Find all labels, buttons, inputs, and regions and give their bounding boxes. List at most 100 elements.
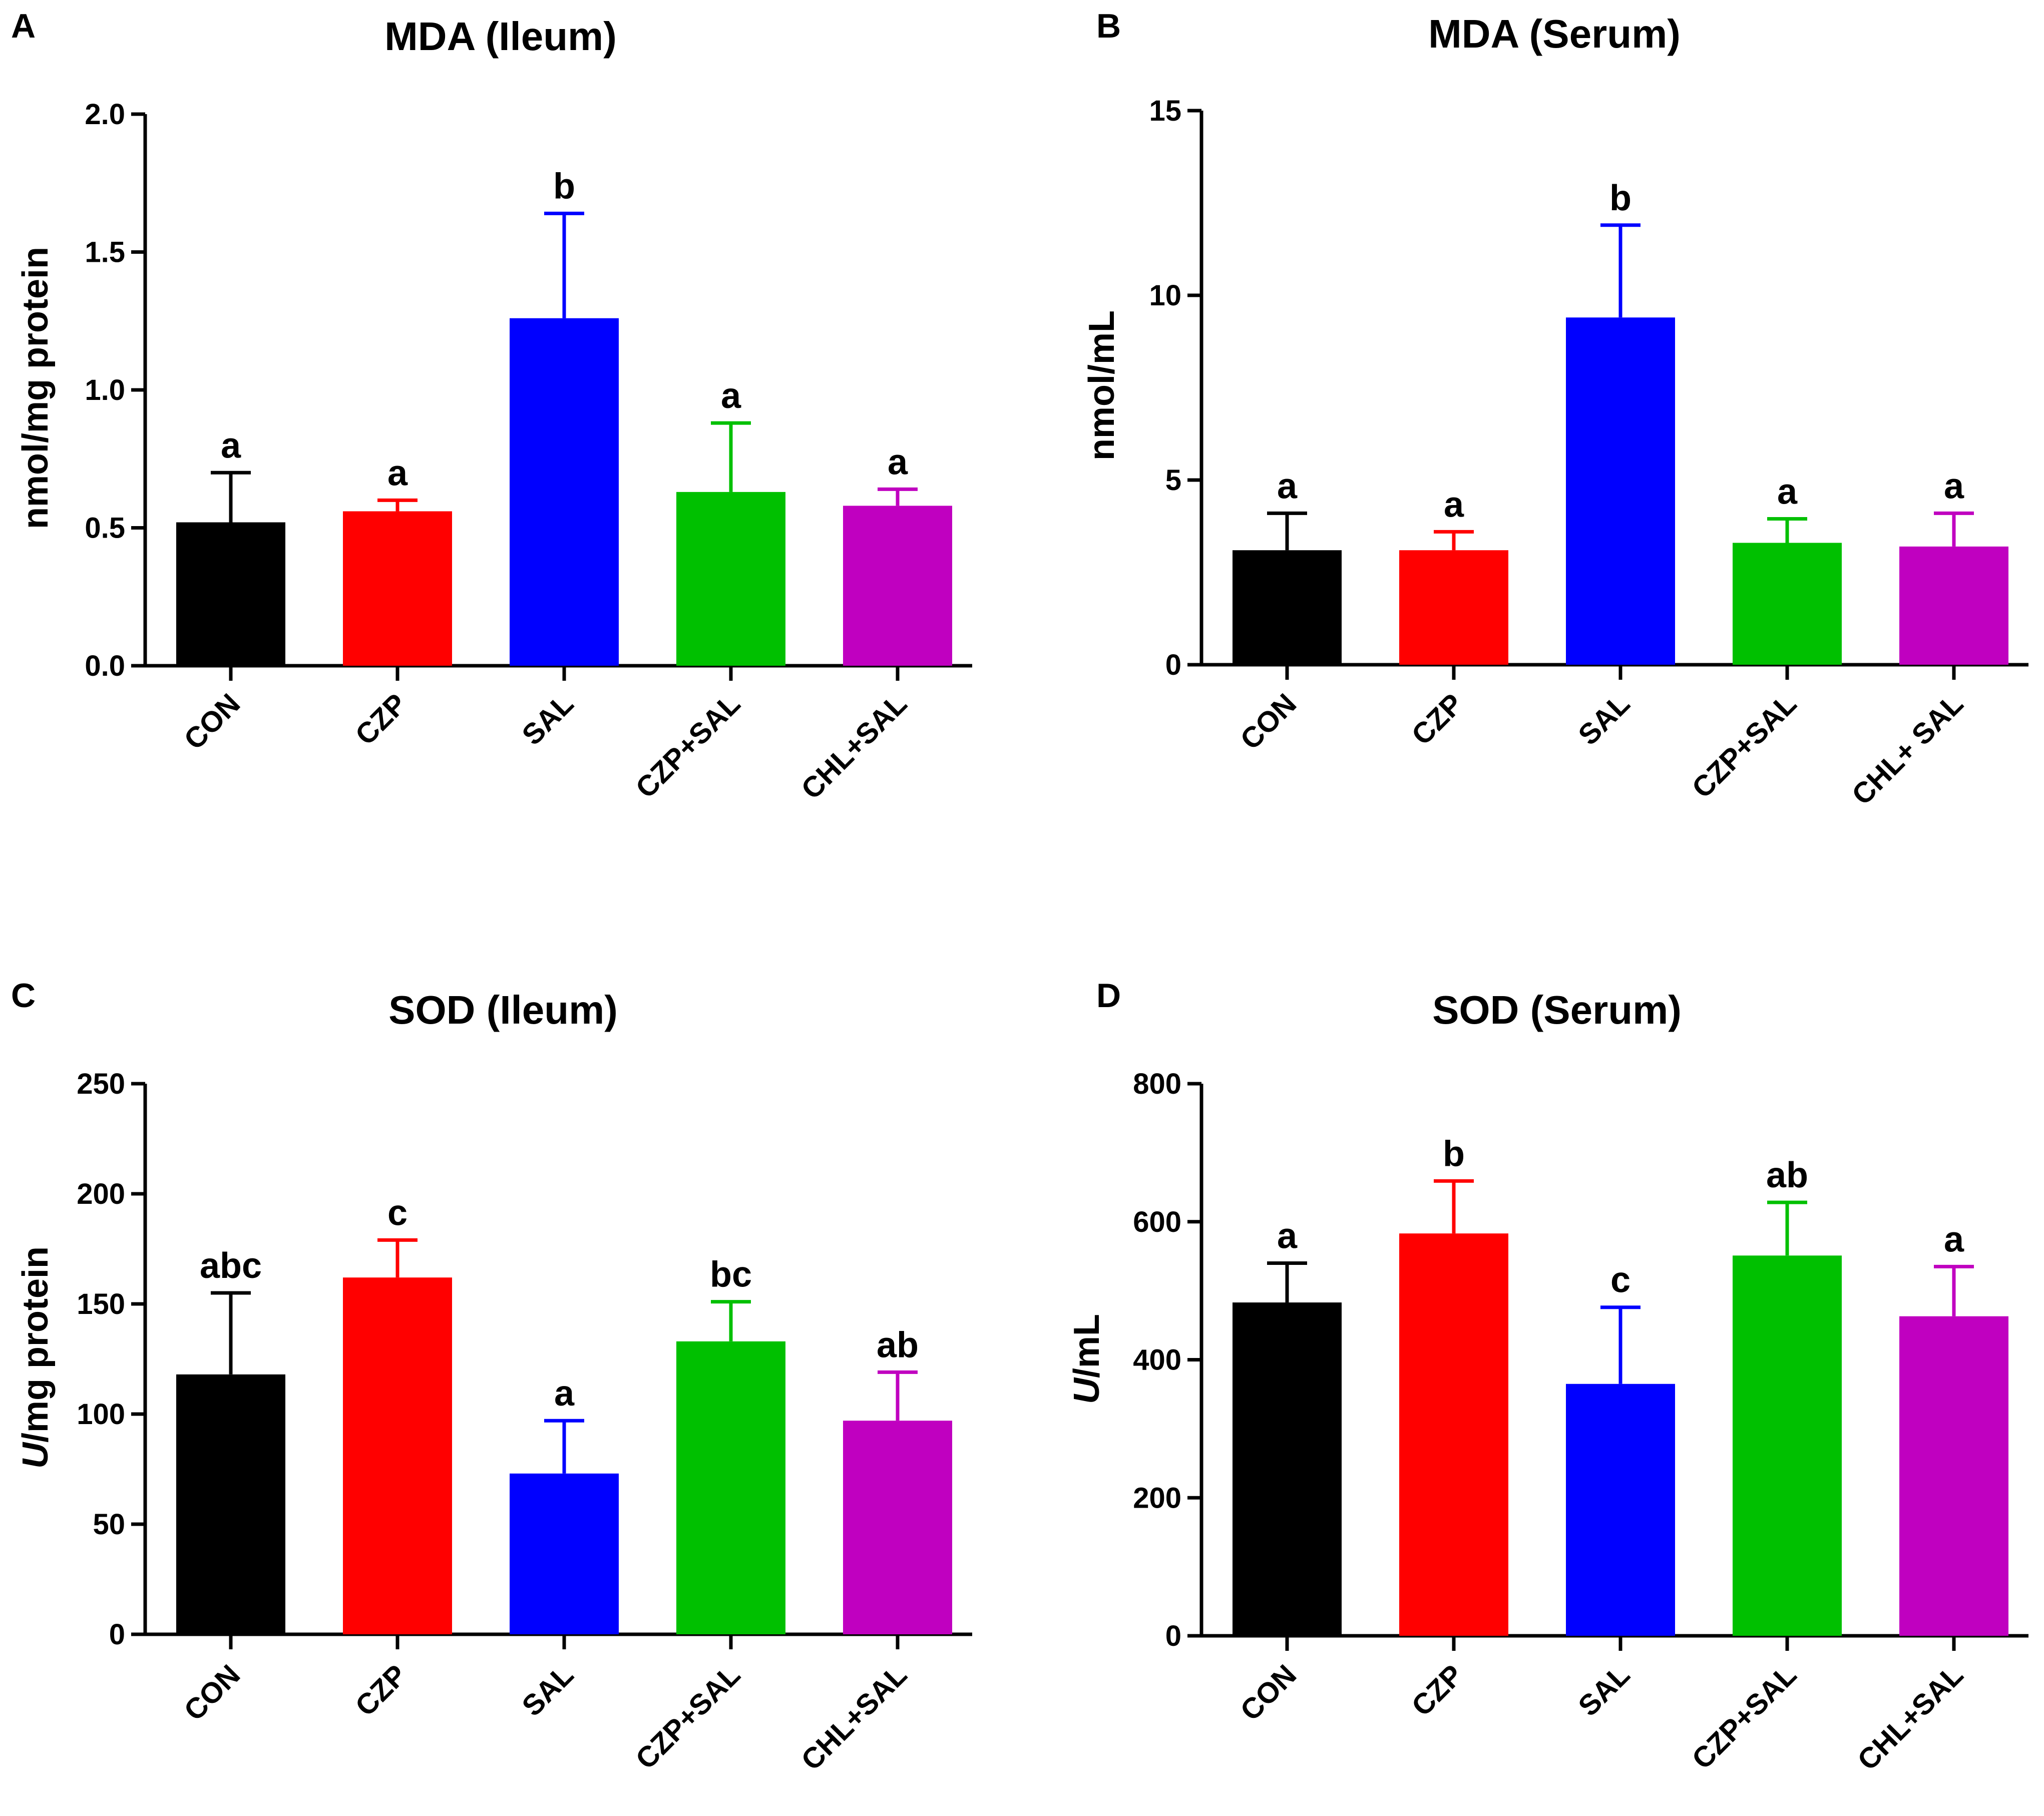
category-label: CZP+SAL: [1686, 687, 1803, 804]
chart-title-a: MDA (Ileum): [384, 14, 617, 59]
significance-label: a: [221, 425, 241, 466]
significance-label: b: [553, 166, 575, 206]
significance-label: a: [1944, 466, 1964, 506]
significance-label: a: [1944, 1219, 1964, 1259]
significance-label: a: [1777, 472, 1798, 512]
significance-label: c: [387, 1193, 407, 1233]
significance-label: a: [387, 453, 408, 493]
significance-label: ab: [1766, 1155, 1808, 1195]
y-tick-label: 0: [109, 1618, 125, 1651]
bar-chl-sal: [843, 1421, 952, 1634]
chart-title-c: SOD (Ileum): [388, 988, 618, 1032]
bar-chl-sal: [1899, 546, 2008, 665]
bar-sal: [510, 1473, 619, 1634]
y-tick-label: 200: [77, 1178, 125, 1210]
y-tick-label: 0.0: [85, 650, 125, 682]
bar-czp-sal: [1733, 543, 1842, 665]
y-tick-label: 800: [1133, 1068, 1181, 1100]
y-axis-label-a: nmol/mg protein: [16, 247, 56, 529]
significance-label: a: [1444, 485, 1464, 525]
y-axis-label-d-italic: U: [1067, 1377, 1107, 1404]
y-tick-label: 1.0: [85, 374, 125, 406]
significance-label: a: [721, 376, 741, 416]
y-tick-label: 50: [93, 1508, 125, 1541]
chart-title-d: SOD (Serum): [1432, 988, 1682, 1032]
category-label: CZP: [1405, 687, 1469, 751]
y-axis-label-d: U/mL: [1067, 1314, 1107, 1404]
chart-panel-d: D SOD (Serum) U/mL 0 200 400 600 800 a CON b CZP…: [1067, 977, 2028, 1776]
y-tick-label: 0: [1165, 1620, 1181, 1652]
category-label: CZP+SAL: [629, 687, 746, 804]
bar-czp-sal: [676, 492, 785, 666]
bar-czp: [343, 511, 452, 666]
y-tick-label: 400: [1133, 1344, 1181, 1377]
significance-label: a: [1277, 466, 1298, 506]
y-axis-label-d-rest: /mL: [1067, 1314, 1107, 1378]
significance-label: a: [1277, 1216, 1298, 1256]
category-label: CHL+SAL: [795, 1658, 913, 1776]
category-label: CON: [1234, 687, 1303, 756]
significance-label: c: [1610, 1260, 1630, 1300]
y-tick-label: 0.5: [85, 512, 125, 545]
category-label: SAL: [516, 687, 580, 751]
panel-label-a: A: [11, 7, 36, 45]
significance-label: b: [1609, 178, 1631, 218]
y-tick-label: 1.5: [85, 236, 125, 269]
y-tick-label: 10: [1149, 279, 1181, 312]
panel-label-b: B: [1096, 7, 1121, 45]
bar-czp-sal: [1733, 1255, 1842, 1636]
category-label: CON: [178, 687, 246, 756]
significance-label: a: [554, 1374, 575, 1414]
bar-chl-sal: [843, 506, 952, 666]
significance-label: abc: [200, 1246, 262, 1286]
y-tick-label: 5: [1165, 464, 1181, 497]
chart-title-b: MDA (Serum): [1428, 12, 1681, 56]
bar-con: [176, 1374, 285, 1634]
category-label: CHL+SAL: [795, 687, 913, 805]
bar-czp-sal: [676, 1341, 785, 1634]
category-label: SAL: [516, 1658, 580, 1722]
y-axis-label-b: nmol/mL: [1082, 310, 1122, 461]
category-label: CON: [1234, 1658, 1303, 1727]
y-tick-label: 200: [1133, 1482, 1181, 1514]
bar-sal: [1566, 317, 1675, 665]
chart-panel-a: A MDA (Ileum) nmol/mg protein 0.0 0.5 1.0 1…: [11, 7, 972, 805]
bar-sal: [510, 318, 619, 666]
panel-label-c: C: [11, 977, 36, 1015]
bar-con: [176, 522, 285, 666]
category-label: CZP: [349, 687, 413, 751]
category-label: CON: [178, 1658, 246, 1727]
significance-label: a: [888, 442, 908, 482]
category-label: CZP+SAL: [1686, 1658, 1803, 1775]
y-axis-label-c-rest: /mg protein: [16, 1246, 56, 1443]
bar-con: [1233, 550, 1342, 665]
y-tick-label: 15: [1149, 95, 1181, 127]
significance-label: ab: [877, 1325, 919, 1365]
bar-con: [1233, 1302, 1342, 1636]
bar-chl-sal: [1899, 1316, 2008, 1636]
y-tick-label: 150: [77, 1288, 125, 1320]
y-tick-label: 250: [77, 1068, 125, 1100]
category-label: SAL: [1572, 687, 1636, 751]
significance-label: b: [1443, 1134, 1465, 1174]
y-axis-label-c-italic: U: [16, 1442, 56, 1469]
bar-sal: [1566, 1384, 1675, 1636]
y-axis-label-c: U/mg protein: [16, 1246, 56, 1469]
bar-czp: [343, 1277, 452, 1634]
category-label: CZP: [349, 1658, 413, 1722]
category-label: SAL: [1572, 1658, 1636, 1722]
category-label: CHL+SAL: [1851, 1658, 1969, 1776]
bar-czp: [1399, 550, 1508, 665]
category-label: CHL+ SAL: [1846, 687, 1970, 811]
y-tick-label: 100: [77, 1398, 125, 1431]
significance-label: bc: [710, 1255, 752, 1295]
y-tick-label: 600: [1133, 1206, 1181, 1238]
chart-panel-c: C SOD (Ileum) U/mg protein 0 50 100 150 200 2…: [11, 977, 972, 1776]
y-tick-label: 2.0: [85, 98, 125, 131]
category-label: CZP: [1405, 1658, 1469, 1722]
y-tick-label: 0: [1165, 649, 1181, 681]
bar-czp: [1399, 1233, 1508, 1636]
category-label: CZP+SAL: [629, 1658, 746, 1775]
chart-panel-b: B MDA (Serum) nmol/mL 0 5 10 15 a CON a CZP b SAL…: [1082, 7, 2028, 811]
